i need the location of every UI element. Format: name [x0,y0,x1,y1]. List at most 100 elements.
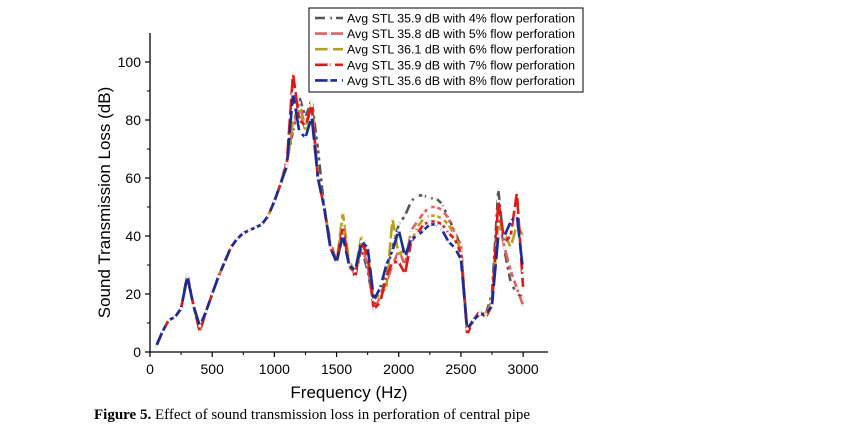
data-point [434,205,438,209]
series-line-1 [155,95,524,347]
figure-caption: Figure 5. Effect of sound transmission l… [94,407,530,424]
legend-label-3: Avg STL 36.1 dB with 6% flow perforation [347,43,575,57]
data-point [297,95,301,99]
data-point [422,222,426,226]
data-point [241,231,245,235]
data-point [173,315,177,319]
data-point [515,286,519,290]
data-point [409,199,413,203]
data-point [359,234,363,238]
data-point [440,222,444,226]
data-point [434,196,438,200]
legend-label-1: Avg STL 35.9 dB with 4% flow perforation [347,12,575,26]
data-point [509,219,513,224]
data-point [254,225,258,229]
data-point [384,263,388,267]
data-point [390,217,395,221]
data-point [434,222,438,226]
data-point [397,248,401,253]
data-point [397,228,401,232]
data-point [496,199,500,203]
data-point [465,333,469,337]
data-point [372,298,376,302]
legend-marker [327,16,331,20]
y-axis-label: Sound Transmission Loss (dB) [95,87,114,319]
data-point [403,214,407,218]
data-point [415,219,419,224]
data-point [366,246,370,250]
data-point [415,225,419,229]
data-point [229,246,233,250]
y-tick-label: 100 [118,54,142,70]
legend-label-2: Avg STL 35.8 dB with 5% flow perforation [347,27,575,41]
data-point [403,272,407,276]
x-tick-label: 1500 [321,361,352,377]
data-point [434,219,438,224]
data-point [285,164,289,168]
data-point [471,318,475,322]
data-point [310,103,314,108]
data-point [185,275,189,279]
data-point [502,234,507,238]
data-point [397,260,401,264]
data-point [502,240,507,244]
data-point [372,309,376,313]
data-point [403,254,407,258]
y-tick-label: 80 [125,112,141,128]
x-tick-label: 500 [201,361,225,377]
data-point [397,222,401,226]
data-point [353,269,357,273]
data-point [422,193,426,197]
data-point [384,286,388,290]
data-point [347,263,351,267]
data-point [490,304,494,308]
data-point [266,214,270,218]
legend-label-5: Avg STL 35.6 dB with 8% flow perforation [347,74,575,88]
data-point [378,301,382,305]
data-point [167,318,171,322]
data-point [179,306,183,311]
data-point [521,295,525,299]
data-point [515,190,519,195]
data-point [303,135,308,139]
data-point [341,225,345,229]
data-point [160,330,164,334]
data-point [478,312,482,316]
data-point [409,237,413,241]
data-point [496,234,500,238]
data-point [440,202,444,206]
data-point [459,251,463,255]
data-point [415,231,419,235]
data-point [297,130,301,134]
stl-line-chart: 0 500 1000 1500 2000 2500 3000 0 20 40 60 80 100 Fre… [95,7,584,402]
data-point [484,315,488,319]
legend: Avg STL 35.9 dB with 4% flow perforation… [308,7,584,93]
data-point [446,222,451,226]
x-tick-label: 2500 [445,361,476,377]
data-point [453,231,457,235]
data-point [422,217,426,221]
data-point [223,260,227,264]
y-tick-label: 60 [125,170,141,186]
data-point [446,231,451,235]
data-point [509,280,513,284]
data-point [185,272,189,276]
data-point [328,246,332,250]
data-point [235,237,239,241]
series-line-2 [155,101,525,347]
data-point [303,124,308,128]
data-point [198,330,202,334]
data-point [428,205,432,209]
data-point [440,228,444,232]
series-line-3 [155,101,525,347]
data-point [198,324,202,328]
data-point [291,92,295,96]
y-tick-label: 0 [133,344,141,360]
data-point [415,234,419,238]
axes-layer: 0 500 1000 1500 2000 2500 3000 0 20 40 60 80 100 [118,33,548,377]
data-point [484,312,488,316]
data-point [509,234,513,238]
data-point [515,292,519,296]
data-point [390,248,395,253]
data-point [310,115,314,119]
